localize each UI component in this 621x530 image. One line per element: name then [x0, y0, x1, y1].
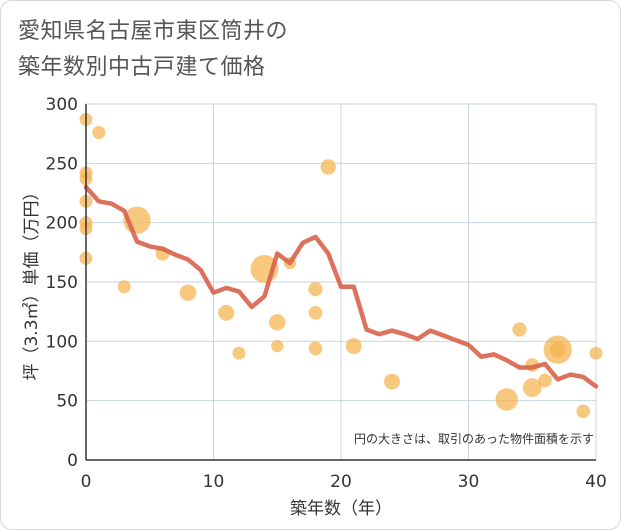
chart-title-line-1: 愛知県名古屋市東区筒井の [18, 19, 289, 44]
average-price-line [83, 184, 599, 389]
bubble-point-12 [218, 304, 235, 321]
bubble-point-25 [512, 322, 527, 337]
bubble-point-21 [320, 159, 336, 175]
bubble-point-31 [576, 404, 591, 419]
bubble-layer [79, 112, 603, 419]
bubble-point-13 [232, 346, 246, 360]
bubble-point-23 [384, 373, 400, 390]
bubble-point-28 [538, 373, 552, 388]
y-tick-label-300: 300 [46, 95, 78, 115]
average-line-layer [83, 184, 599, 389]
chart-title: 愛知県名古屋市東区筒井の 築年数別中古戸建て価格 [18, 14, 288, 86]
x-tick-label-10: 10 [203, 472, 225, 492]
axes [85, 104, 596, 461]
bubble-point-15 [269, 314, 286, 331]
x-tick-label-30: 30 [458, 472, 480, 492]
bubble-point-8 [117, 280, 131, 294]
bubble-point-19 [308, 306, 323, 320]
x-tick-label-0: 0 [81, 472, 92, 492]
bubble-point-20 [308, 341, 323, 356]
bubble-point-32 [589, 346, 603, 360]
y-tick-label-200: 200 [46, 214, 78, 234]
bubble-point-1 [92, 125, 106, 139]
y-axis-label: 坪（3.3㎡）単価（万円） [22, 183, 42, 380]
bubble-point-30 [549, 341, 566, 358]
bubble-point-22 [345, 338, 362, 355]
x-tick-label-40: 40 [585, 472, 607, 492]
x-tick-label-20: 20 [330, 472, 352, 492]
bubble-point-18 [308, 281, 323, 297]
tick-labels: 0 50 100 150 200 250 300 0 10 20 30 40 [46, 95, 607, 492]
bubble-point-16 [271, 339, 284, 353]
bubble-point-27 [522, 378, 542, 398]
y-tick-label-50: 50 [56, 392, 78, 412]
y-tick-label-0: 0 [67, 451, 78, 471]
bubble-point-11 [179, 284, 197, 301]
bubble-size-note: 円の大きさは、取引のあった物件面積を示す [354, 431, 594, 446]
bubble-point-24 [495, 388, 519, 411]
y-tick-label-100: 100 [46, 332, 78, 352]
chart-title-line-2: 築年数別中古戸建て価格 [18, 55, 266, 80]
x-axis-label: 築年数（年） [290, 499, 392, 519]
y-tick-label-150: 150 [46, 273, 78, 293]
y-tick-label-250: 250 [46, 154, 78, 174]
